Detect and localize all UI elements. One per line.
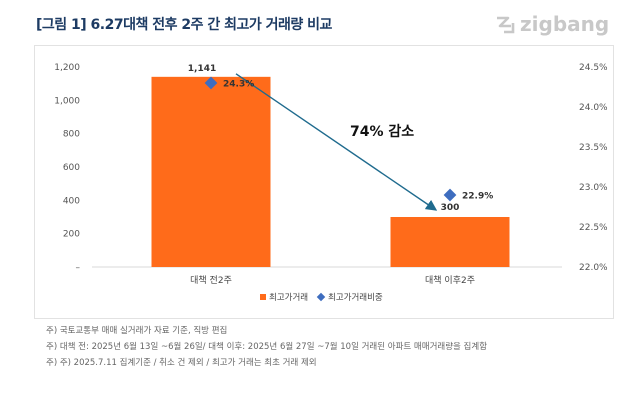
right-tick-label: 22.5% [579,223,608,233]
bar-data-label: 300 [441,203,460,213]
right-tick-label: 22.0% [579,263,608,273]
category-labels: 대책 전2주 대책 이후2주 [190,274,475,286]
share-point [204,76,218,90]
share-point [443,188,457,202]
right-tick-label: 24.0% [579,103,608,113]
legend-label-point: 최고가거래비중 [328,292,383,303]
footnote-3: 주) 주) 2025.7.11 집계기준 / 취소 건 제외 / 최고가 거래는… [46,358,317,368]
point-series: 24.3% 22.9% [204,76,493,202]
right-axis-ticks: 22.0% 22.5% 23.0% 23.5% 24.0% 24.5% [579,63,608,273]
left-tick-label: 400 [63,196,80,206]
chart-frame [34,45,614,319]
footnote-2: 주) 대책 전: 2025년 6월 13일 ~6월 26일/ 대책 이후: 20… [46,342,488,352]
left-tick-label: 1,200 [54,63,80,73]
left-tick-label: 200 [63,230,80,240]
category-label: 대책 전2주 [190,274,232,286]
chart-title: [그림 1] 6.27대책 전후 2주 간 최고가 거래량 비교 [36,17,332,33]
bar-data-label: 1,141 [188,64,216,74]
decrease-arrow [235,73,438,211]
bar [151,76,271,267]
share-data-label: 24.3% [223,80,254,90]
category-label: 대책 이후2주 [425,274,475,286]
footnote-1: 주) 국토교통부 매매 실거래가 자료 기준, 직방 편집 [46,326,228,336]
left-axis-ticks: – 200 400 600 800 1,000 1,200 [54,63,80,273]
left-tick-label: – [76,263,81,273]
left-tick-label: 800 [63,130,80,140]
share-data-label: 22.9% [462,192,493,202]
left-tick-label: 600 [63,163,80,173]
brand-logo: zigbang [494,12,609,36]
legend-swatch-point [316,292,326,302]
right-tick-label: 23.0% [579,183,608,193]
logo-text: zigbang [520,12,610,36]
right-tick-label: 23.5% [579,143,608,153]
bar-series: 1,141 300 [151,64,510,267]
legend-swatch-bar [260,294,266,300]
annotation-arrow-layer: 74% 감소 [235,73,438,211]
zigbang-logo-icon [497,16,515,34]
left-tick-label: 1,000 [54,96,80,106]
right-tick-label: 24.5% [579,63,608,73]
legend: 최고가거래 최고가거래비중 [260,292,383,303]
legend-label-bar: 최고가거래 [269,292,308,303]
decrease-annotation: 74% 감소 [350,123,414,140]
bar [390,217,510,267]
footnotes: 주) 국토교통부 매매 실거래가 자료 기준, 직방 편집 주) 대책 전: 2… [46,323,487,371]
